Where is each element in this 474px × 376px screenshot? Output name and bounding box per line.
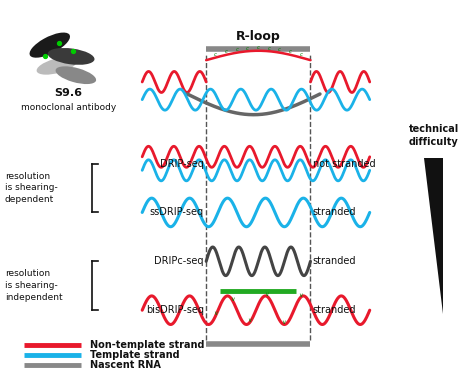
Text: DRIPc-seq: DRIPc-seq [155, 256, 204, 266]
Ellipse shape [55, 66, 96, 84]
Text: Nascent RNA: Nascent RNA [90, 361, 161, 370]
Text: c: c [289, 49, 292, 54]
Text: ∨: ∨ [299, 293, 303, 298]
Text: c: c [257, 45, 260, 50]
Ellipse shape [36, 57, 77, 75]
Text: monoclonal antibody: monoclonal antibody [21, 103, 116, 112]
Text: ∨: ∨ [247, 318, 252, 323]
Text: technical
difficulty: technical difficulty [409, 124, 459, 147]
Polygon shape [424, 158, 443, 314]
Text: ∨: ∨ [230, 297, 235, 302]
Text: c: c [246, 46, 249, 51]
Text: stranded: stranded [313, 208, 356, 217]
Text: ssDRIP-seq: ssDRIP-seq [150, 208, 204, 217]
Text: bisDRIP-seq: bisDRIP-seq [146, 305, 204, 315]
Text: S9.6: S9.6 [55, 88, 83, 99]
Text: resolution
is shearing-
independent: resolution is shearing- independent [5, 270, 63, 302]
Text: c: c [278, 47, 281, 52]
Ellipse shape [48, 48, 94, 65]
Text: ∨: ∨ [282, 320, 286, 325]
Text: R-loop: R-loop [236, 30, 281, 43]
Text: c: c [214, 52, 217, 57]
Text: c: c [300, 52, 302, 57]
Text: Template strand: Template strand [90, 350, 180, 360]
Text: stranded: stranded [313, 256, 356, 266]
Text: ∨: ∨ [264, 292, 269, 297]
Text: resolution
is shearing-
dependent: resolution is shearing- dependent [5, 172, 57, 204]
Ellipse shape [29, 33, 70, 58]
Text: c: c [267, 46, 271, 51]
Text: not stranded: not stranded [313, 159, 375, 168]
Text: c: c [236, 47, 238, 52]
Text: stranded: stranded [313, 305, 356, 315]
Text: DRIP-seq: DRIP-seq [160, 159, 204, 168]
Text: Non-template strand: Non-template strand [90, 340, 205, 350]
Text: ∨: ∨ [213, 311, 218, 316]
Text: c: c [225, 49, 228, 54]
